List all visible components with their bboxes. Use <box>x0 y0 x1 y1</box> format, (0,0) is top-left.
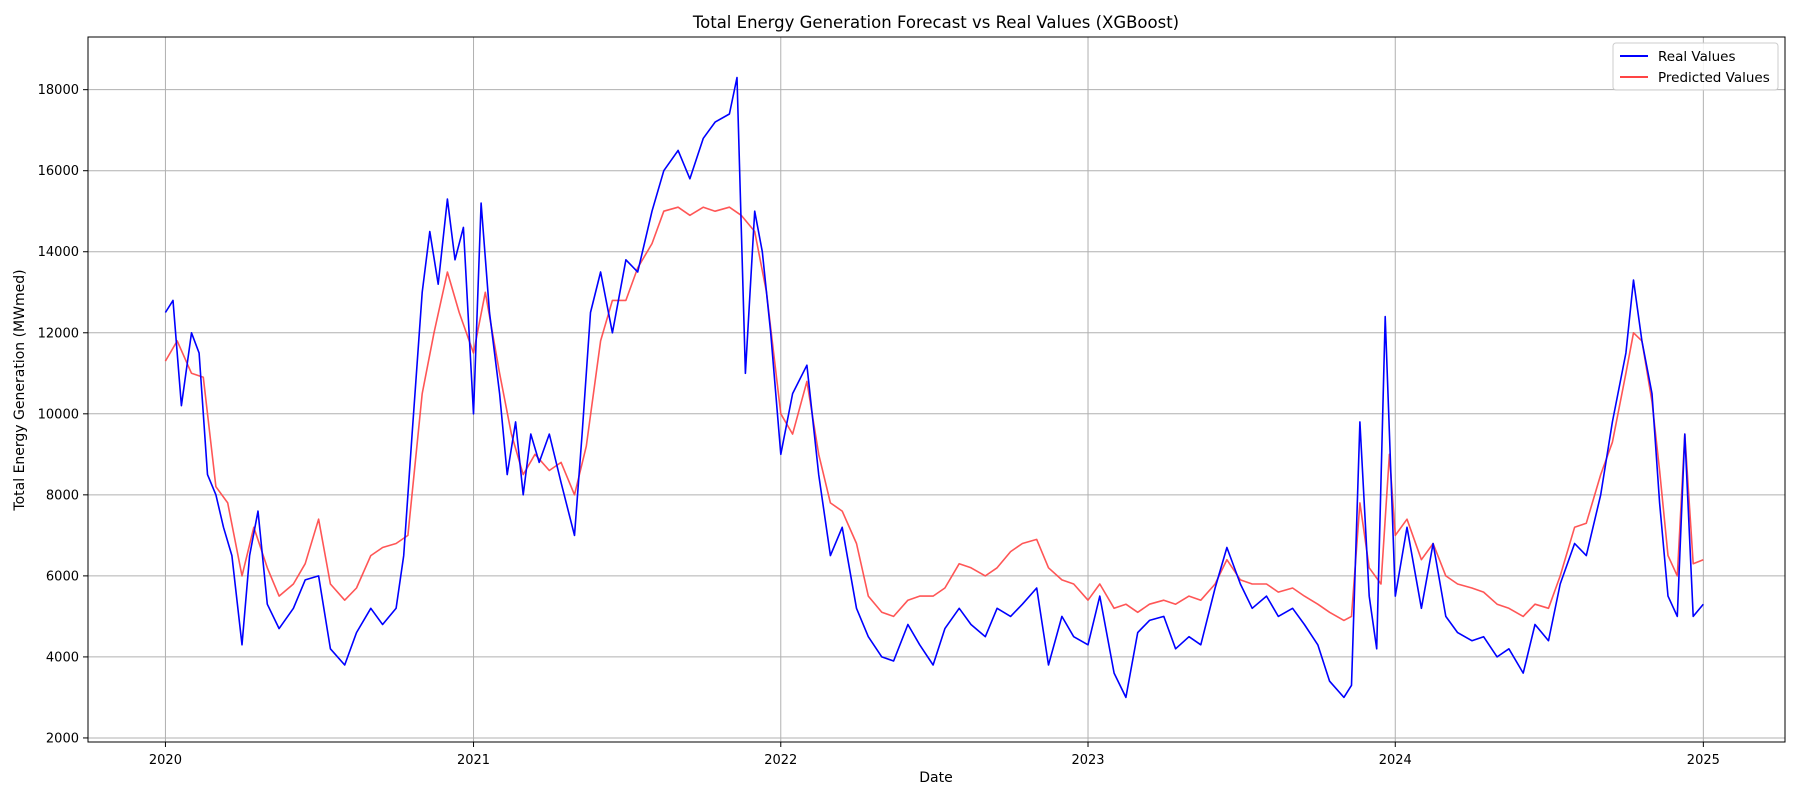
y-tick-label: 4000 <box>46 650 79 665</box>
series-line-predicted-values <box>164 206 1704 622</box>
x-tick-label: 2021 <box>457 753 490 768</box>
x-tick-label: 2022 <box>764 753 797 768</box>
y-tick-label: 18000 <box>38 83 79 98</box>
series-lines <box>164 76 1704 699</box>
y-tick-label: 12000 <box>38 326 79 341</box>
series-line-real-values <box>164 76 1704 699</box>
x-axis-ticks: 2020 2021 2022 2023 2024 2025 <box>149 742 1720 768</box>
y-tick-label: 6000 <box>46 569 79 584</box>
plot-frame <box>87 36 1786 743</box>
y-tick-label: 10000 <box>38 407 79 422</box>
y-axis-title: Total Energy Generation (MWmed) <box>12 269 28 511</box>
legend-label-real-values: Real Values <box>1658 49 1736 65</box>
grid-lines <box>88 37 1785 742</box>
y-tick-label: 14000 <box>38 245 79 260</box>
legend-label-predicted-values: Predicted Values <box>1658 70 1770 86</box>
x-tick-label: 2020 <box>149 753 182 768</box>
y-tick-label: 8000 <box>46 488 79 503</box>
x-tick-label: 2024 <box>1379 753 1412 768</box>
legend: Real Values Predicted Values <box>1612 42 1779 91</box>
y-axis-ticks: 2000 4000 6000 8000 10000 12000 14000 16000 1800… <box>38 83 88 746</box>
legend-box <box>1612 42 1779 91</box>
x-tick-label: 2025 <box>1687 753 1720 768</box>
chart-title: Total Energy Generation Forecast vs Real… <box>692 13 1179 32</box>
x-axis-title: Date <box>919 770 952 786</box>
x-tick-label: 2023 <box>1071 753 1104 768</box>
y-tick-label: 16000 <box>38 164 79 179</box>
y-tick-label: 2000 <box>46 731 79 746</box>
